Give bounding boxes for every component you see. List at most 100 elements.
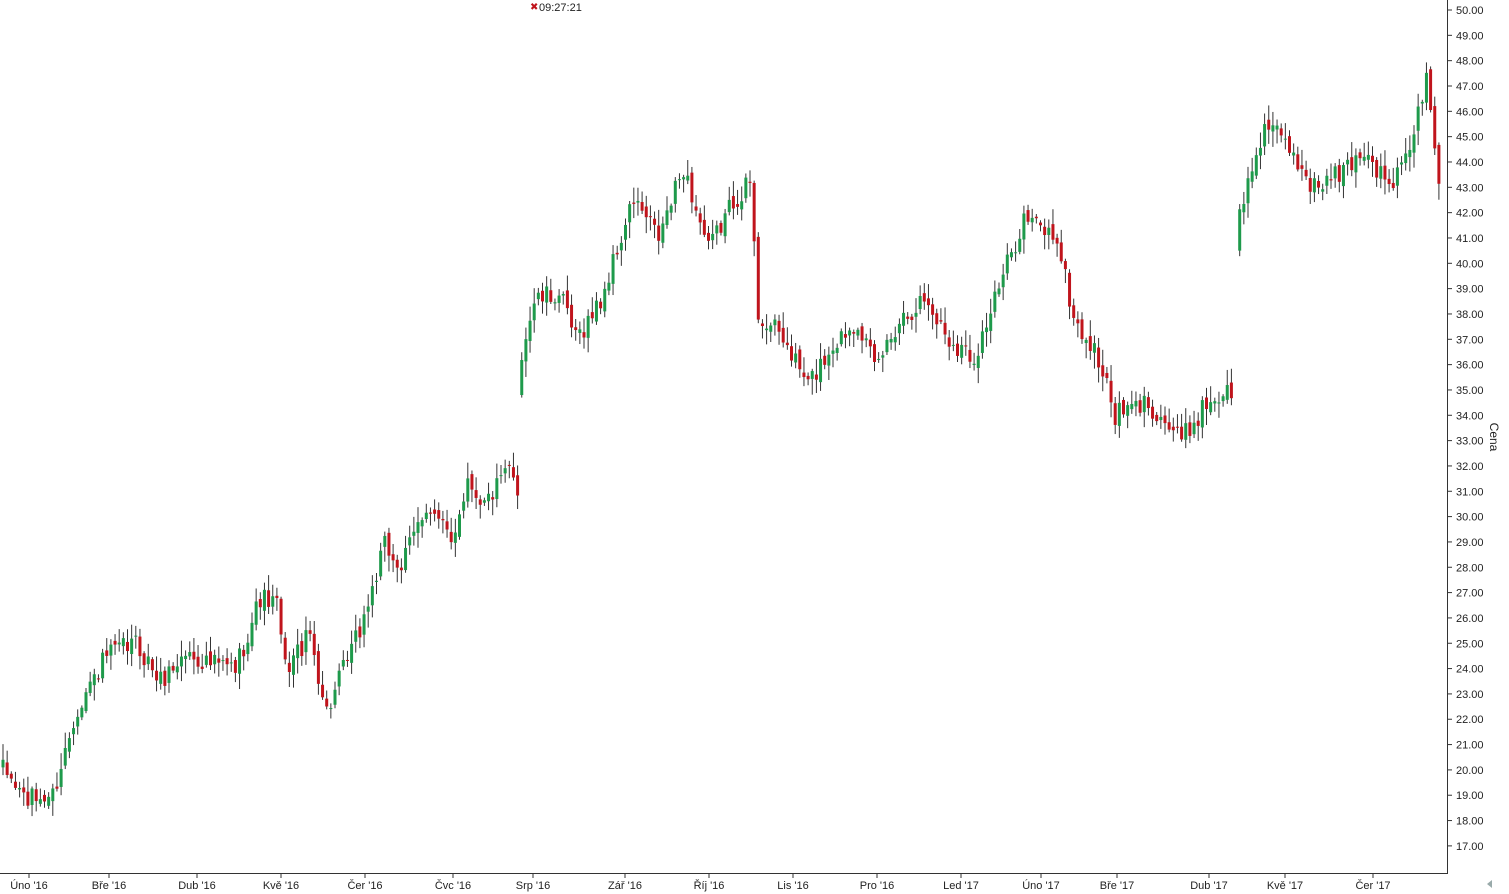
candle-body-up	[179, 656, 183, 667]
candle-body-up	[1258, 147, 1262, 156]
candle-body-up	[532, 303, 536, 321]
candle-body-down	[1371, 155, 1374, 162]
candle-body-up	[482, 500, 486, 503]
candle-body-up	[1134, 400, 1138, 407]
candle-body-down	[1146, 397, 1150, 409]
candle-body-down	[325, 698, 329, 707]
candle-body-down	[321, 684, 325, 698]
candle-body-up	[466, 478, 470, 502]
x-tick-label: Říj '16	[694, 879, 725, 892]
candle-body-up	[557, 295, 561, 303]
x-tick-label: Úno '16	[10, 879, 48, 892]
candle-body-up	[80, 707, 84, 718]
candle-body-down	[590, 312, 594, 319]
candle-body-down	[1350, 157, 1354, 171]
candle-body-down	[1383, 165, 1387, 180]
candle-body-up	[30, 788, 34, 805]
candle-body-up	[1283, 138, 1287, 140]
candle-body-up	[47, 796, 51, 806]
candle-body-down	[1317, 180, 1321, 188]
candle-body-down	[802, 372, 806, 378]
candle-body-up	[1238, 209, 1242, 251]
candle-body-down	[947, 337, 951, 347]
candle-body-up	[1, 759, 5, 768]
candle-body-down	[1171, 426, 1175, 431]
candle-body-down	[428, 512, 432, 514]
candle-body-down	[1072, 305, 1076, 318]
candle-body-up	[88, 681, 92, 693]
candle-body-up	[520, 360, 524, 396]
candle-body-down	[939, 320, 943, 322]
candle-body-down	[785, 342, 789, 346]
candle-body-down	[196, 656, 200, 667]
candle-body-down	[640, 202, 644, 211]
candle-body-up	[889, 339, 893, 343]
candle-body-up	[1213, 401, 1217, 404]
scroll-arrow-icon[interactable]	[1487, 880, 1492, 888]
y-axis-ticks: 17.00 18.00 19.00 20.00 21.00 22.00 23.00 24.00…	[1447, 5, 1484, 853]
candle-body-up	[333, 689, 337, 705]
candle-body-up	[524, 339, 528, 362]
candle-body-up	[1408, 149, 1412, 158]
candle-body-down	[287, 662, 291, 672]
candle-body-down	[1296, 154, 1300, 170]
candle-body-up	[578, 329, 582, 333]
close-x-icon[interactable]: ✖	[530, 2, 538, 13]
candle-body-up	[1030, 217, 1034, 223]
candle-body-up	[1412, 134, 1416, 153]
candle-body-up	[117, 642, 121, 645]
y-tick-label: 33.00	[1456, 436, 1484, 448]
candle-body-up	[370, 586, 374, 606]
candle-body-up	[536, 292, 540, 300]
y-tick-label: 40.00	[1456, 258, 1484, 270]
candle-body-down	[814, 374, 818, 380]
y-tick-label: 46.00	[1456, 106, 1484, 118]
candle-body-up	[1254, 155, 1258, 176]
candle-body-down	[437, 510, 441, 519]
candle-body-down	[387, 532, 391, 556]
candle-body-up	[1009, 252, 1013, 258]
candle-body-down	[113, 640, 117, 645]
candle-body-up	[1022, 213, 1026, 240]
candle-body-up	[404, 547, 408, 571]
candle-body-up	[59, 768, 63, 787]
candle-body-up	[1018, 238, 1022, 252]
candle-body-down	[1080, 319, 1084, 340]
candle-body-down	[752, 182, 756, 242]
candle-body-down	[507, 464, 511, 466]
candle-body-down	[233, 660, 237, 673]
candle-body-down	[192, 651, 196, 660]
candle-body-down	[105, 650, 109, 656]
y-tick-label: 37.00	[1456, 334, 1484, 346]
candle-body-up	[727, 199, 731, 213]
candle-body-down	[1068, 272, 1072, 307]
candle-body-up	[76, 716, 80, 727]
candle-body-down	[279, 598, 283, 635]
x-tick-label: Úno '17	[1022, 879, 1060, 892]
y-tick-label: 26.00	[1456, 613, 1484, 625]
candle-body-down	[731, 196, 735, 209]
candle-body-up	[997, 288, 1001, 295]
candle-body-up	[167, 666, 171, 683]
candle-body-down	[657, 225, 661, 241]
candle-body-down	[549, 290, 553, 302]
candle-body-down	[570, 304, 574, 328]
candle-body-down	[478, 499, 482, 505]
candle-body-up	[1379, 166, 1383, 179]
candle-body-up	[271, 596, 275, 607]
candle-body-down	[138, 636, 142, 657]
candle-body-up	[1271, 125, 1275, 132]
candle-body-up	[101, 652, 105, 679]
candle-body-down	[1088, 336, 1092, 351]
candle-body-up	[810, 371, 814, 379]
candle-body-up	[893, 337, 897, 343]
candle-body-down	[96, 678, 100, 680]
candle-body-up	[553, 302, 557, 304]
candle-body-down	[155, 670, 159, 681]
candle-body-up	[296, 644, 300, 659]
candle-body-down	[860, 326, 864, 341]
candle-body-up	[1225, 385, 1229, 400]
candle-body-up	[1130, 403, 1134, 410]
candle-body-down	[648, 216, 652, 218]
candle-body-up	[254, 601, 258, 625]
